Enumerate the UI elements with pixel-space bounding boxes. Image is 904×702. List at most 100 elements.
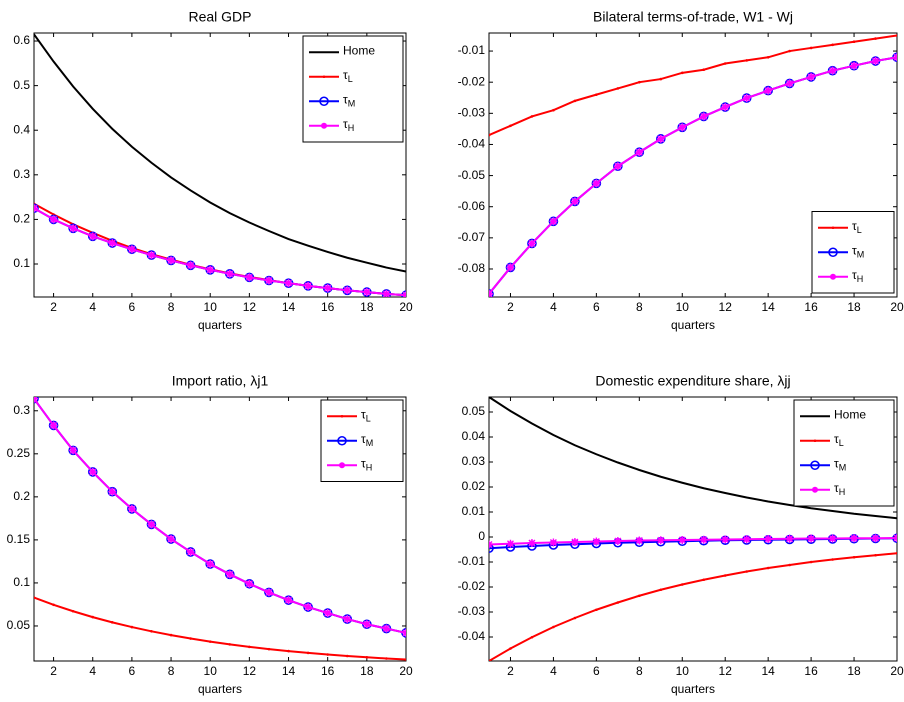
marker-dot (246, 581, 252, 587)
marker (88, 467, 97, 476)
y-tick-label: 0.1 (13, 256, 30, 270)
x-tick-label: 12 (719, 300, 733, 314)
x-tick-label: 18 (847, 664, 861, 678)
marker-dot (227, 571, 233, 577)
y-tick-label: 0.5 (13, 78, 30, 92)
marker-dot (894, 54, 897, 60)
x-tick-label: 10 (204, 664, 218, 678)
marker (130, 625, 134, 629)
y-tick-label: -0.06 (458, 199, 486, 213)
marker (345, 654, 349, 658)
y-tick-label: 0.3 (13, 167, 30, 181)
marker-dot (572, 198, 578, 205)
marker (225, 269, 234, 278)
plot-area (489, 34, 897, 297)
marker-dot (550, 539, 557, 546)
marker-dot (305, 604, 311, 610)
marker (893, 534, 897, 542)
x-tick-label: 10 (676, 664, 690, 678)
marker (52, 603, 55, 607)
legend: Home τL τM τH (302, 35, 404, 143)
marker-dot (507, 541, 514, 547)
marker (638, 80, 641, 84)
marker (189, 637, 192, 640)
marker (764, 535, 773, 543)
marker (573, 616, 577, 620)
subplot-title: Bilateral terms-of-trade, W1 - Wj (593, 9, 793, 25)
marker-dot (344, 616, 350, 622)
legend-marker (813, 439, 817, 443)
marker (527, 239, 536, 248)
marker-dot (679, 124, 685, 130)
marker (656, 536, 665, 545)
y-tick-label: -0.04 (458, 629, 486, 643)
legend-marker-star (339, 462, 345, 469)
marker (613, 162, 622, 171)
marker-dot (808, 535, 814, 542)
legend-marker-dot (831, 226, 835, 230)
legend-marker (828, 247, 838, 258)
x-axis-label: quarters (198, 318, 242, 332)
y-tick-label: 0.02 (462, 479, 486, 493)
marker (549, 217, 558, 226)
y-tick-label: 0 (478, 529, 485, 543)
y-tick-label: -0.02 (458, 579, 486, 593)
marker (831, 43, 834, 47)
marker (742, 535, 751, 544)
marker (49, 215, 58, 224)
legend-label: τL (852, 219, 862, 235)
marker (809, 560, 813, 564)
marker-dot (636, 149, 642, 155)
legend-label: τH (834, 481, 845, 497)
marker (248, 645, 251, 649)
marker (287, 649, 290, 653)
marker-dot (34, 205, 37, 211)
marker (489, 289, 493, 297)
marker (169, 633, 173, 637)
series-line (489, 56, 897, 295)
marker (186, 261, 195, 270)
marker (702, 578, 706, 582)
marker (362, 620, 371, 629)
x-tick-label: 20 (890, 664, 904, 678)
marker (680, 583, 684, 586)
marker-dot (829, 535, 836, 542)
marker (91, 615, 95, 619)
marker-dot (50, 422, 57, 429)
marker (766, 566, 770, 570)
y-tick-label: 0.04 (462, 429, 486, 443)
x-tick-label: 16 (321, 664, 335, 678)
marker-dot (266, 277, 272, 284)
marker-dot (90, 233, 96, 239)
marker (573, 99, 577, 103)
marker (895, 551, 897, 555)
marker-dot (109, 489, 115, 495)
legend: Home τL τM τH (793, 399, 895, 507)
marker (343, 286, 352, 295)
marker-dot (701, 113, 707, 120)
marker (721, 103, 730, 112)
marker (71, 609, 75, 613)
y-tick-label: -0.08 (458, 261, 486, 275)
marker (552, 625, 555, 629)
marker (284, 596, 293, 605)
marker (592, 537, 601, 546)
legend-marker-star (812, 486, 818, 493)
y-tick-label: 0.05 (462, 404, 486, 418)
marker (49, 421, 58, 430)
legend-marker-star (321, 122, 327, 129)
x-tick-label: 8 (636, 300, 643, 314)
marker (284, 279, 293, 288)
legend-marker-circle (828, 247, 838, 258)
legend-marker-circle (810, 460, 820, 471)
marker (206, 559, 215, 568)
x-tick-label: 2 (507, 300, 514, 314)
marker (809, 46, 813, 50)
marker (489, 543, 494, 554)
marker-dot (744, 536, 750, 542)
marker (678, 536, 687, 544)
subplot-title: Import ratio, λj1 (172, 373, 269, 389)
marker-dot (550, 218, 557, 224)
x-tick-label: 20 (890, 300, 904, 314)
